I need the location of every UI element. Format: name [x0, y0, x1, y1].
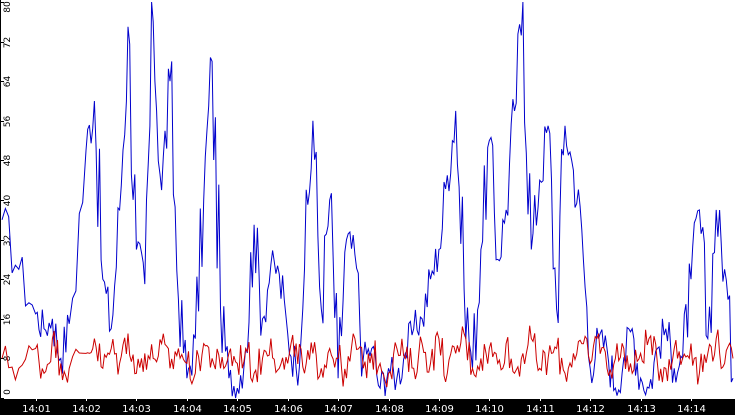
- series-line-0: [1, 1, 734, 399]
- x-tick-label-7: 14:08: [375, 404, 404, 415]
- x-tick-label-4: 14:05: [223, 404, 252, 415]
- y-tick-label-0: 0: [3, 389, 13, 395]
- y-tick-label-1: 8: [3, 355, 13, 361]
- y-tick-label-5: 40: [3, 195, 13, 207]
- x-tick-label-9: 14:10: [475, 404, 504, 415]
- plot-background: [0, 0, 735, 399]
- y-tick-label-4: 32: [3, 235, 13, 246]
- y-tick-label-6: 48: [3, 155, 13, 167]
- y-tick-label-3: 24: [3, 274, 13, 286]
- y-tick-label-9: 72: [3, 37, 13, 48]
- x-tick-label-12: 14:13: [627, 404, 656, 415]
- y-tick-label-8: 64: [3, 76, 13, 88]
- y-tick-label-10: 80: [3, 1, 13, 13]
- y-axis-ticks: 0 8 16 24 32 40 48 56 64 72 80: [0, 1, 13, 399]
- x-axis-ticks: 14:01 14:02 14:03 14:04 14:05 14:06 14:07 14:08…: [22, 395, 706, 415]
- series-line-1: [1, 325, 734, 388]
- x-tick-label-10: 14:11: [526, 404, 555, 415]
- x-tick-label-11: 14:12: [576, 404, 605, 415]
- x-tick-label-3: 14:04: [173, 404, 202, 415]
- y-tick-label-7: 56: [3, 116, 13, 128]
- y-tick-label-2: 16: [3, 314, 13, 326]
- x-tick-label-8: 14:09: [425, 404, 454, 415]
- x-tick-label-0: 14:01: [22, 404, 51, 415]
- x-tick-label-1: 14:02: [72, 404, 101, 415]
- x-tick-label-13: 14:14: [677, 404, 706, 415]
- x-tick-label-5: 14:06: [274, 404, 303, 415]
- x-axis-bar: [0, 399, 735, 415]
- series-group: [1, 1, 734, 399]
- x-tick-label-2: 14:03: [122, 404, 151, 415]
- x-tick-label-6: 14:07: [324, 404, 353, 415]
